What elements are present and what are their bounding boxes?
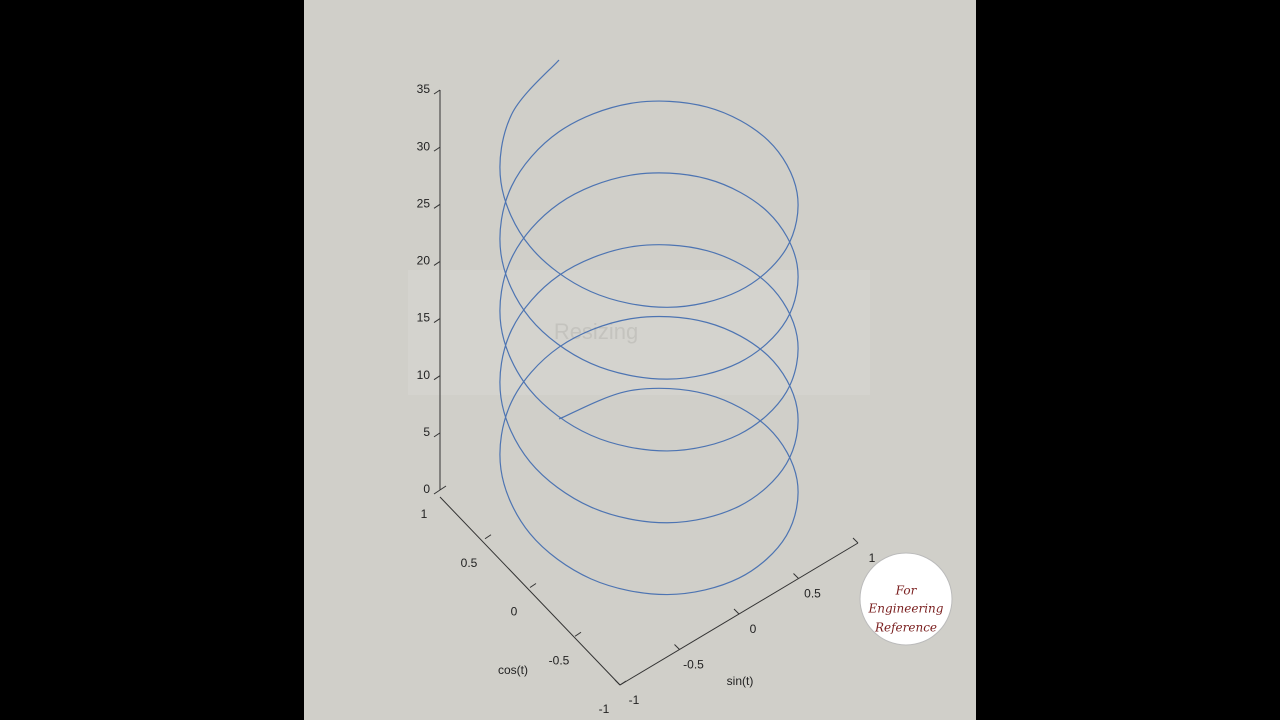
x-tick (614, 679, 621, 686)
resize-dialog (408, 270, 870, 395)
y-tick-label: -1 (599, 702, 610, 716)
z-tick-label: 0 (423, 482, 430, 496)
x-axis-label: sin(t) (727, 674, 754, 688)
z-tick (433, 375, 441, 381)
z-tick (433, 203, 441, 209)
z-tick-label: 20 (417, 254, 431, 268)
x-tick (852, 537, 859, 544)
y-tick-label: 0 (511, 605, 518, 619)
x-tick (733, 608, 740, 615)
x-tick (674, 644, 680, 650)
z-tick-label: 15 (417, 311, 431, 325)
y-axis (439, 496, 621, 686)
y-tick (529, 583, 537, 588)
y-tick-label: 0.5 (461, 556, 478, 570)
z-tick (433, 146, 441, 152)
z-tick (433, 89, 441, 95)
logo-line: For (895, 584, 918, 598)
y-tick-label: -0.5 (549, 653, 570, 667)
z-tick (433, 318, 441, 323)
x-tick-label: 0 (750, 622, 757, 636)
z-tick-label: 25 (417, 196, 431, 210)
y-tick (574, 631, 582, 637)
y-tick-label: 1 (421, 507, 428, 521)
logo-line: Engineering (868, 602, 944, 616)
x-tick (793, 573, 799, 579)
x-tick-label: -1 (629, 693, 640, 707)
y-tick (619, 680, 627, 686)
resize-text: Resizing (554, 319, 638, 344)
plot: 0 5 10 15 20 25 30 35 -1 -0.5 0 0.5 1 -1 -0.5 0 0.5 1 cos(… (417, 59, 876, 716)
x-tick-label: 1 (869, 551, 876, 565)
z-tick-label: 10 (417, 368, 431, 382)
logo: For Engineering Reference (859, 552, 953, 646)
z-tick (433, 261, 441, 266)
y-tick (484, 534, 492, 540)
x-tick-label: -0.5 (683, 658, 704, 672)
z-tick-label: 35 (417, 82, 431, 96)
x-tick-label: 0.5 (804, 587, 821, 601)
z-tick-label: 5 (423, 425, 430, 439)
helix-line (499, 59, 799, 596)
y-axis-label: cos(t) (498, 663, 528, 677)
logo-line: Reference (874, 621, 937, 635)
y-tick (439, 485, 447, 491)
z-tick (433, 432, 441, 438)
z-tick (433, 489, 441, 495)
logo-badge (859, 552, 953, 646)
z-tick-label: 30 (417, 139, 431, 153)
